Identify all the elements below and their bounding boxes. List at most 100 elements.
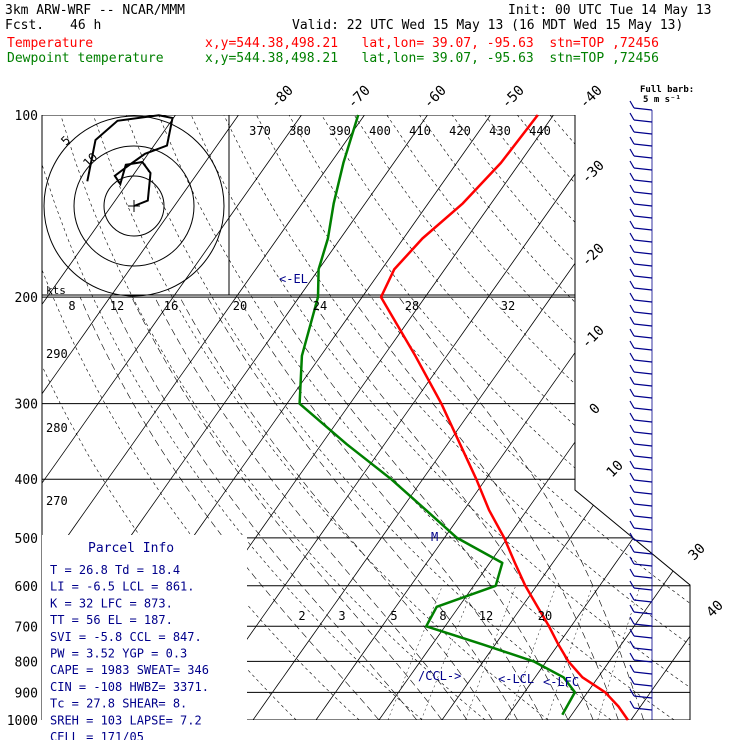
wind-barb: [633, 407, 653, 411]
dewpoint-profile: [298, 114, 577, 716]
isotherm-label: -70: [345, 83, 374, 112]
wind-barb: [633, 599, 653, 603]
wind-barb: [633, 383, 653, 387]
wind-barb: [629, 304, 635, 313]
isotherm: [315, 115, 690, 720]
parcel-info-bg: [42, 535, 247, 725]
parcel-info-row: PW = 3.52 YGP = 0.3: [50, 647, 187, 661]
wind-barb: [633, 635, 653, 639]
wind-barb: [633, 575, 653, 579]
wind-barb: [629, 136, 635, 145]
model-title: 3km ARW-WRF -- NCAR/MMM: [5, 3, 186, 18]
hodograph-ring: [43, 115, 225, 297]
mixing-ratio-label: 20: [538, 609, 552, 623]
wind-barb: [633, 671, 653, 675]
wind-barb: [629, 592, 635, 601]
dry-adiabat: [256, 115, 690, 720]
wind-barb: [633, 395, 653, 399]
wind-barb: [633, 419, 653, 423]
wind-barb: [629, 484, 635, 493]
wind-barb: [633, 227, 653, 231]
isotherm: [42, 115, 239, 720]
pressure-label-400: 400: [15, 473, 38, 488]
legend-dewpoint-info: x,y=544.38,498.21 lat,lon= 39.07, -95.63…: [205, 51, 659, 66]
wind-barb: [633, 683, 653, 687]
wind-barb: [633, 695, 653, 699]
wind-barb: [633, 431, 653, 435]
mixing-ratio-line: [421, 585, 475, 720]
dry-adiabat: [419, 115, 690, 720]
theta-label: 390: [329, 124, 351, 138]
wind-barb: [633, 647, 653, 651]
legend-dewpoint-label: Dewpoint temperature: [7, 51, 164, 66]
hodograph: 510: [42, 114, 575, 297]
parcel-info-row: Tc = 27.8 SHEAR= 8.: [50, 697, 187, 711]
annotation: <-LFC: [543, 675, 579, 689]
parcel-info-row: SREH = 103 LAPSE= 7.2: [50, 713, 202, 727]
wind-barb: [629, 520, 635, 529]
wind-barb: [633, 299, 653, 303]
isotherm: [504, 115, 690, 720]
legend-temperature-label: Temperature: [7, 36, 94, 51]
wind-barb: [629, 640, 635, 649]
isotherm: [252, 115, 680, 720]
wind-barb: [633, 563, 653, 567]
isotherm: [694, 115, 740, 720]
dry-adiabat: [42, 115, 423, 720]
dry-adiabat: [158, 115, 675, 720]
wind-barb: [633, 179, 653, 183]
theta-label: 380: [289, 124, 311, 138]
temperature-profile: [379, 114, 629, 721]
wind-barb-column: Full barb:5 m s⁻¹: [629, 85, 694, 720]
wind-barb: [629, 364, 635, 373]
dry-adiabat: [190, 115, 690, 720]
wind-barb: [633, 587, 653, 591]
dry-adiabat: [42, 115, 360, 720]
isotherm-label: -80: [268, 83, 297, 112]
wind-barb: [629, 472, 635, 481]
pressure-label-500: 500: [15, 532, 38, 547]
wind-barb: [633, 239, 653, 243]
mixing-ratio-label: 12: [479, 609, 493, 623]
wind-barb: [629, 340, 635, 349]
theta-label: 370: [249, 124, 271, 138]
wind-barb: [633, 287, 653, 291]
moist-adiabat: [154, 296, 468, 720]
dry-adiabat: [93, 115, 549, 720]
wind-barb: [629, 532, 635, 541]
wind-barb: [633, 311, 653, 315]
wind-barb: [629, 100, 635, 109]
wind-barb: [633, 251, 653, 255]
parcel-info-row: CIN = -108 HWBZ= 3371.: [50, 680, 209, 694]
wind-barb: [629, 664, 635, 673]
wind-barb: [629, 268, 635, 277]
wind-barb: [633, 167, 653, 171]
wind-barb: [633, 551, 653, 555]
wind-barb: [633, 503, 653, 507]
wind-barb: [629, 676, 635, 685]
pressure-label-300: 300: [15, 398, 38, 413]
isotherm-label: -30: [579, 158, 608, 187]
parcel-info-row: CAPE = 1983 SWEAT= 346: [50, 663, 209, 677]
theta-label: 400: [369, 124, 391, 138]
wind-barb: [629, 160, 635, 169]
wind-barb: [633, 443, 653, 447]
wind-barb: [629, 568, 635, 577]
theta-label: 430: [489, 124, 511, 138]
wind-barb: [629, 316, 635, 325]
forecast-label: Fcst.: [5, 18, 45, 33]
wind-barb-unit: 5 m s⁻¹: [643, 95, 681, 105]
wind-barb: [633, 191, 653, 195]
wind-barb: [629, 604, 635, 613]
annotation: /CCL->: [418, 669, 461, 683]
annotation: <-LCL: [498, 672, 534, 686]
pressure-label-900: 900: [15, 686, 38, 701]
mixing-ratio-label: 5: [390, 609, 397, 623]
wind-barb: [629, 652, 635, 661]
wind-barb: [629, 544, 635, 553]
moist-adiabat: [207, 296, 518, 720]
hodograph-unit: kts: [46, 284, 66, 297]
wind-barb: [633, 155, 653, 159]
theta-e-label: 270: [46, 494, 68, 508]
wind-barb: [629, 424, 635, 433]
